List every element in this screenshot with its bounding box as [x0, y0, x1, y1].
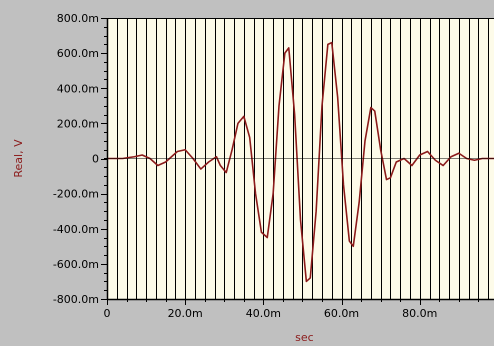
- x-tick-label: 60.0m: [324, 307, 359, 320]
- y-tick-label: -600.0m: [53, 258, 99, 271]
- y-axis-label: Real, V: [12, 139, 25, 178]
- y-tick-label: 400.0m: [57, 82, 99, 95]
- series-line: [107, 41, 494, 283]
- y-tick-label: -200.0m: [53, 188, 99, 201]
- axes: [101, 18, 494, 305]
- data-series: [107, 41, 494, 283]
- y-tick-label: 600.0m: [57, 47, 99, 60]
- y-tick-labels: 800.0m 600.0m 400.0m 200.0m 0 -200.0m -400.0m -…: [53, 12, 99, 306]
- y-tick-label: 200.0m: [57, 117, 99, 130]
- x-tick-label: 0: [104, 307, 111, 320]
- y-tick-label: -400.0m: [53, 223, 99, 236]
- y-tick-label: 0: [92, 153, 99, 166]
- x-tick-label: 20.0m: [168, 307, 203, 320]
- x-tick-label: 80.0m: [402, 307, 437, 320]
- y-tick-label: 800.0m: [57, 12, 99, 25]
- x-tick-label: 40.0m: [246, 307, 281, 320]
- x-axis-label: sec: [295, 331, 314, 344]
- y-tick-label: -800.0m: [53, 293, 99, 306]
- x-tick-labels: 0 20.0m 40.0m 60.0m 80.0m: [104, 307, 438, 320]
